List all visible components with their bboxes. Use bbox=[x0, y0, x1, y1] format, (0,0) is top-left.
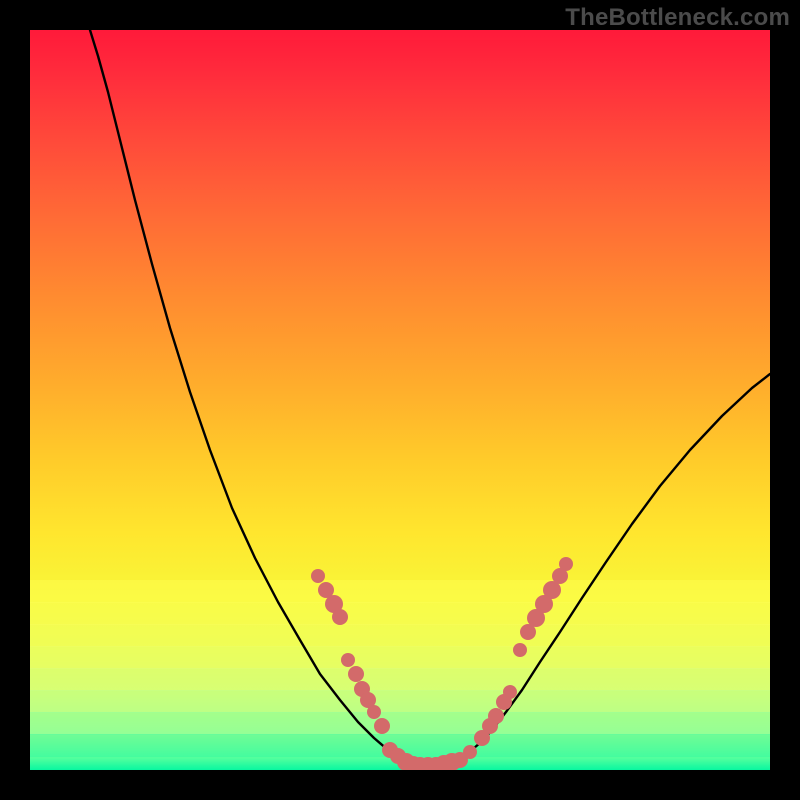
watermark-text: TheBottleneck.com bbox=[565, 4, 790, 32]
curve-marker bbox=[488, 708, 504, 724]
curve-marker bbox=[463, 745, 477, 759]
curve-marker bbox=[374, 718, 390, 734]
curve-marker bbox=[348, 666, 364, 682]
chart-stage: TheBottleneck.com bbox=[0, 0, 800, 800]
curve-marker bbox=[513, 643, 527, 657]
curve-marker bbox=[341, 653, 355, 667]
curve-marker bbox=[503, 685, 517, 699]
plot-area bbox=[30, 30, 770, 775]
curve-marker bbox=[311, 569, 325, 583]
bottleneck-chart bbox=[0, 0, 800, 800]
bottom-bands bbox=[30, 580, 770, 757]
curve-marker bbox=[559, 557, 573, 571]
curve-marker bbox=[332, 609, 348, 625]
curve-marker bbox=[367, 705, 381, 719]
